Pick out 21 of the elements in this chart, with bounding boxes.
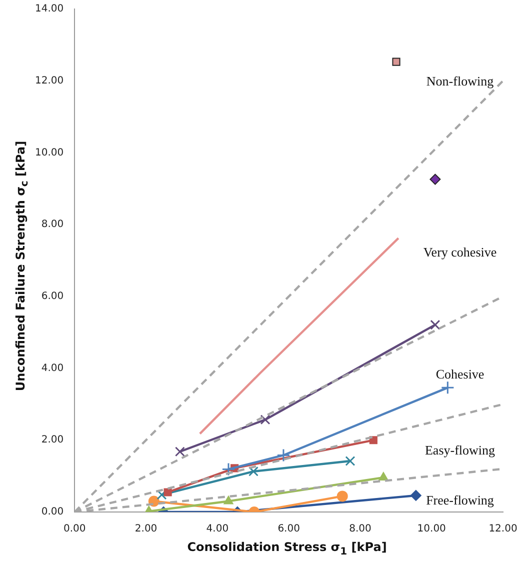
annotation: Free-flowing [426,492,494,508]
x-tick-label: 6.00 [278,524,300,535]
annotation: Easy-flowing [424,442,496,458]
y-tick-label: 10.00 [34,147,64,158]
x-tick-label: 4.00 [206,524,229,535]
y-tick-label: 12.00 [34,75,64,86]
x-tick-label: 0.00 [63,524,86,535]
y-tick-label: 8.00 [41,219,64,230]
annotation: Non-flowing [426,73,494,88]
annotation: Very cohesive [423,244,497,260]
y-tick-label: 0.00 [41,506,64,518]
x-tick-label: 8.00 [349,524,372,535]
y-tick-label: 14.00 [34,4,64,15]
y-tick-label: 4.00 [41,362,64,374]
x-tick-label: 12.00 [488,524,518,535]
x-tick-label: 10.00 [417,524,446,535]
x-axis-title: Consolidation Stress σ$_{1}$ [kPa] [186,540,388,558]
y-tick-label: 2.00 [41,434,64,446]
annotation: Cohesive [436,366,484,382]
y-tick-label: 6.00 [41,291,64,302]
x-tick-label: 2.00 [134,524,158,535]
